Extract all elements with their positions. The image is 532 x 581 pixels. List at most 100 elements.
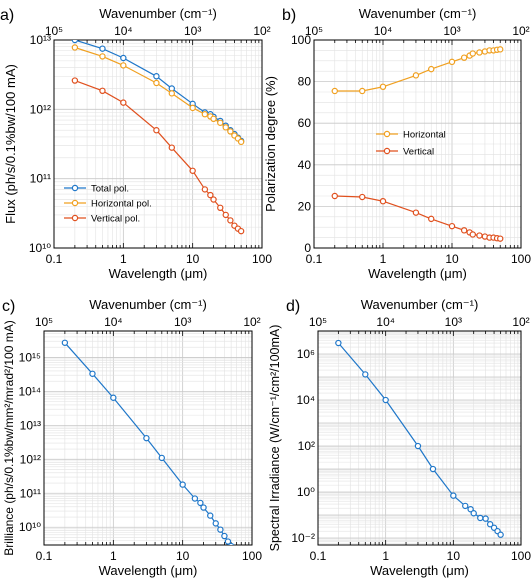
data-point — [486, 521, 494, 528]
x-tick-label: 1 — [120, 252, 127, 266]
data-point — [143, 434, 150, 442]
legend-entry: Vertical — [403, 147, 434, 158]
data-point — [71, 40, 79, 44]
data-point — [99, 45, 106, 52]
data-point — [153, 73, 160, 80]
top-axis-title: Wavenumber (cm⁻¹) — [361, 297, 479, 312]
data-point — [189, 167, 196, 174]
data-point — [497, 235, 504, 242]
top-tick-label: 10² — [243, 315, 260, 329]
data-point — [210, 115, 217, 123]
y-axis-title: Spectral Irradiance (W/cm⁻¹/cm²/100mA) — [268, 325, 282, 552]
chart-panel-a: 0.1 1 10 100 10⁵ 10⁴ 10³ 10² 10¹⁰ 10¹¹ 10¹² 10¹³ Wav… — [0, 6, 272, 281]
top-tick-label: 10³ — [184, 24, 201, 38]
data-point — [469, 50, 476, 57]
legend-entry: Total pol. — [91, 184, 129, 195]
data-point — [200, 504, 207, 511]
x-tick-label: 1 — [110, 549, 117, 563]
x-axis-title: Wavelength (μm) — [370, 563, 469, 578]
x-axis-title: Wavelength (μm) — [368, 266, 467, 281]
series-layer — [61, 339, 235, 545]
y-tick-label: 10¹¹ — [20, 486, 41, 500]
data-point — [414, 442, 422, 450]
x-tick-label: 100 — [511, 549, 531, 563]
data-point — [212, 520, 219, 527]
data-point — [120, 62, 127, 69]
y-axis-title: Polarization degree (%) — [263, 76, 278, 212]
top-tick-label: 10⁵ — [45, 24, 63, 38]
data-point — [224, 538, 232, 545]
data-point — [201, 111, 209, 118]
y-tick-label: 10⁰ — [297, 485, 315, 499]
data-point — [335, 339, 342, 347]
top-tick-label: 10² — [512, 315, 529, 329]
top-tick-label: 10⁴ — [376, 315, 395, 329]
data-point — [228, 542, 235, 545]
x-tick-label: 100 — [511, 252, 531, 266]
legend-entry: Horizontal pol. — [91, 199, 152, 210]
data-point — [237, 138, 245, 146]
data-point — [476, 49, 483, 56]
series-line — [334, 48, 501, 92]
y-tick-label: 20 — [298, 199, 312, 213]
y-tick-label: 10¹⁰ — [19, 520, 41, 534]
plot-frame — [43, 330, 253, 546]
chart-panel-c: 0.1 1 10 100 10⁵ 10⁴ 10³ 10² 10¹⁰ 10¹¹ 10¹² 10¹³ 10¹… — [2, 297, 262, 578]
data-point — [99, 53, 106, 60]
grid — [43, 330, 252, 546]
x-tick-label: 1 — [380, 252, 387, 266]
data-point — [222, 124, 229, 131]
legend-swatch-marker — [71, 184, 79, 192]
data-point — [359, 87, 366, 95]
panel-label: c) — [2, 298, 15, 315]
top-axis-title: Wavenumber (cm⁻¹) — [89, 297, 207, 312]
data-point — [379, 83, 387, 91]
top-tick-label: 10⁵ — [309, 315, 327, 329]
panel-label: b) — [282, 7, 296, 24]
data-point — [428, 65, 435, 73]
x-axis-title: Wavelength (μm) — [109, 266, 208, 281]
top-tick-label: 10² — [512, 24, 529, 38]
data-point — [460, 227, 468, 234]
panel-label: d) — [286, 298, 300, 315]
plot-frame — [53, 39, 263, 249]
top-axis-title: Wavenumber (cm⁻¹) — [99, 6, 217, 21]
data-point — [217, 119, 224, 126]
data-point — [110, 394, 117, 401]
y-tick-label: 10¹¹ — [30, 172, 51, 186]
data-point — [331, 87, 338, 95]
grid — [313, 39, 521, 249]
y-tick-label: 60 — [298, 116, 312, 130]
series-layer — [335, 339, 504, 538]
x-tick-label: 0.1 — [306, 252, 323, 266]
y-tick-label: 80 — [298, 75, 312, 89]
legend-swatch-marker — [71, 199, 79, 207]
data-point — [448, 58, 456, 66]
data-point — [237, 227, 245, 235]
data-point — [89, 370, 96, 377]
data-point — [217, 204, 224, 212]
data-point — [469, 231, 476, 238]
data-point — [227, 128, 234, 135]
x-tick-label: 100 — [242, 549, 262, 563]
x-tick-label: 0.1 — [46, 252, 63, 266]
legend-entry: Horizontal — [403, 130, 446, 141]
legend-swatch-marker — [71, 214, 79, 222]
legend-swatch-marker — [383, 130, 391, 138]
legend-swatch-marker — [383, 147, 391, 155]
y-tick-label: 10¹³ — [20, 418, 41, 432]
x-tick-label: 0.1 — [36, 549, 53, 563]
top-axis-title: Wavenumber (cm⁻¹) — [359, 6, 477, 21]
data-point — [207, 512, 214, 519]
series-line — [334, 195, 501, 240]
x-tick-label: 10 — [176, 549, 190, 563]
data-point — [168, 144, 175, 151]
data-point — [153, 79, 160, 87]
data-point — [99, 87, 106, 95]
data-point — [470, 510, 477, 517]
x-tick-label: 1 — [382, 549, 389, 563]
y-tick-label: 10² — [298, 439, 315, 453]
data-point — [153, 127, 160, 134]
x-tick-label: 10 — [186, 252, 200, 266]
